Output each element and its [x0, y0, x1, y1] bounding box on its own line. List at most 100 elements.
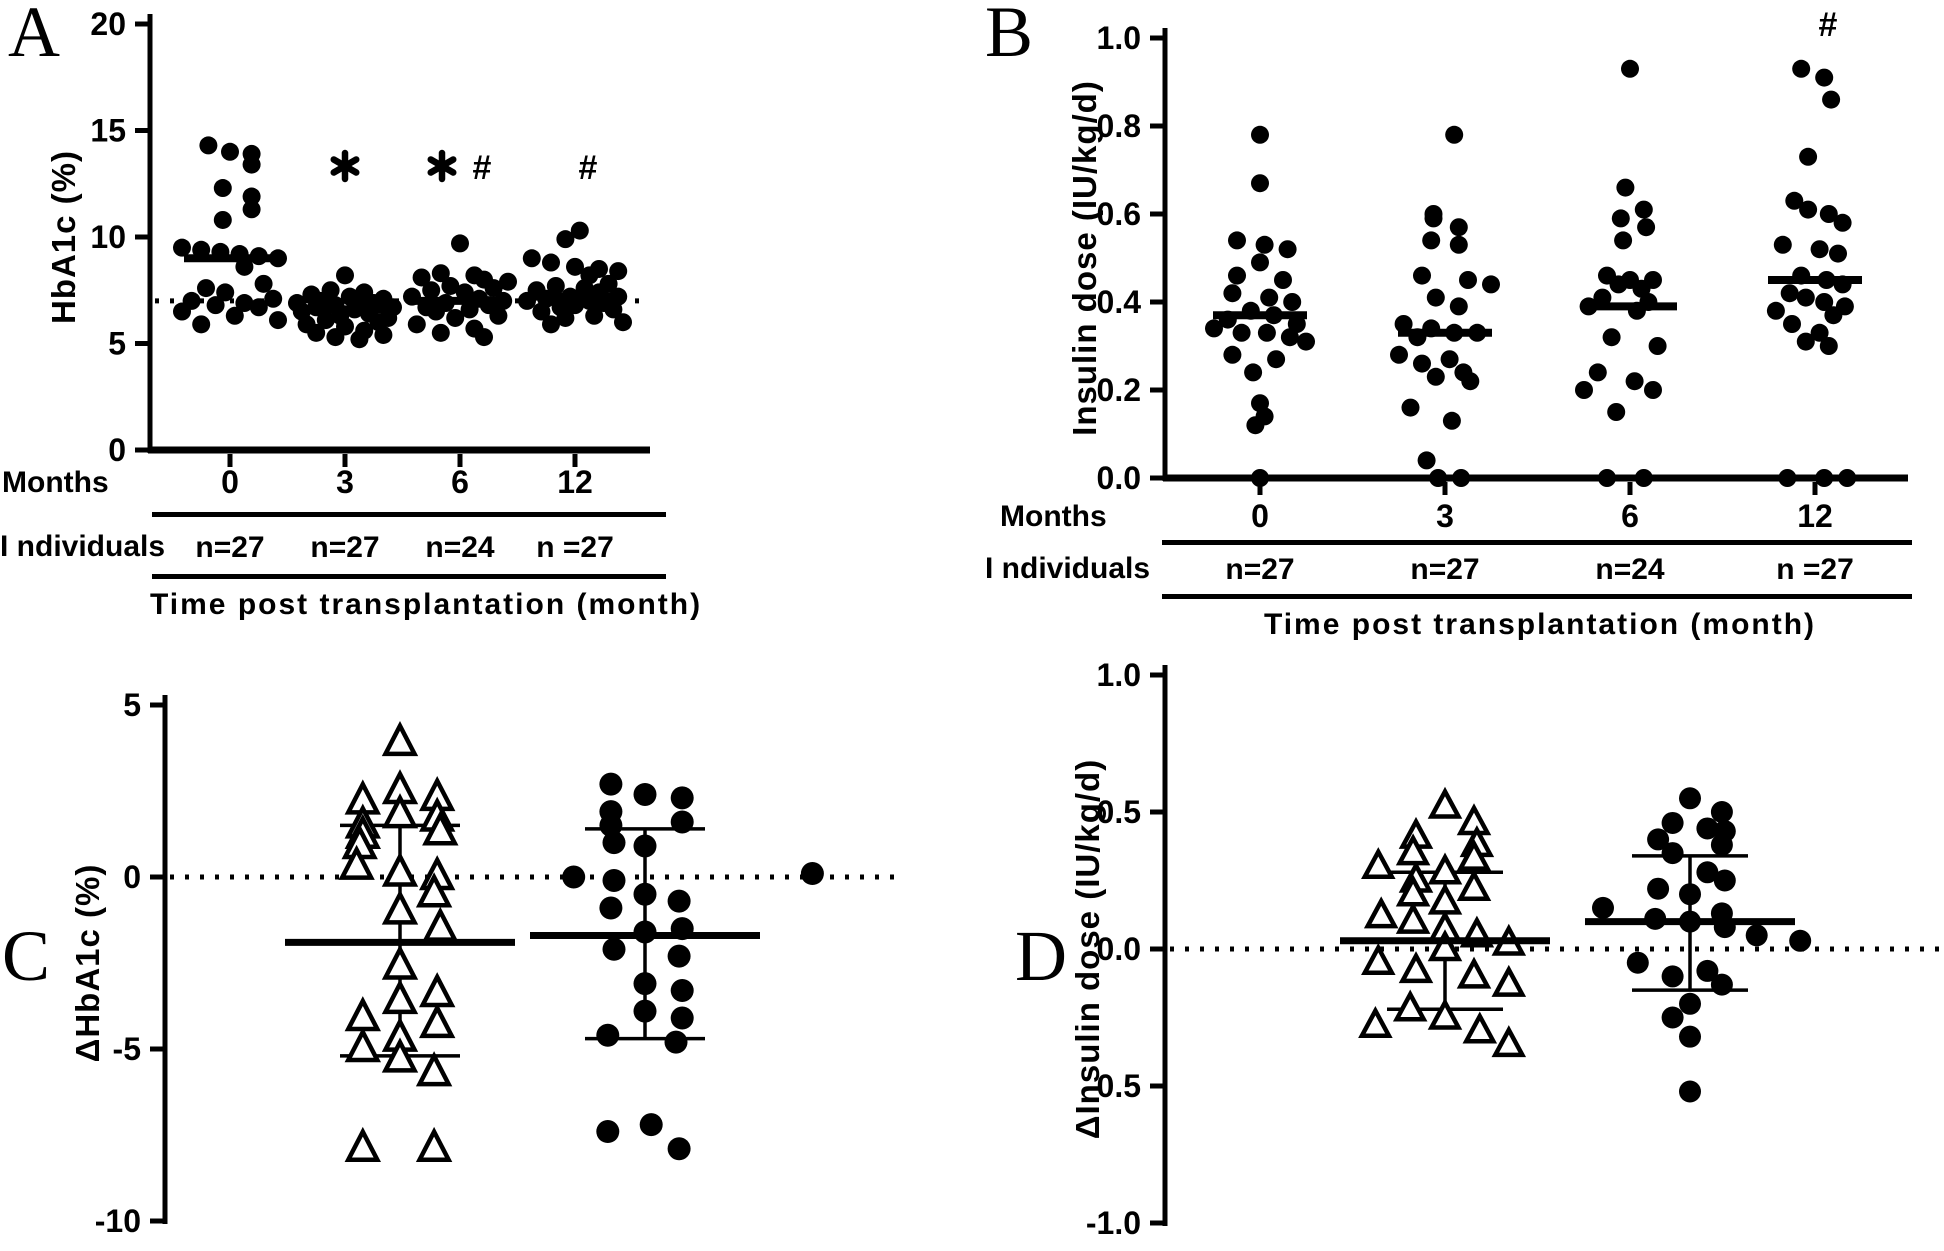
data-point-circle: [499, 272, 517, 291]
data-point-circle: [1679, 992, 1701, 1015]
significance-hash: #: [473, 149, 492, 187]
data-point-circle: [1394, 315, 1413, 333]
data-point-triangle: [1392, 989, 1428, 1022]
data-point-circle: [633, 834, 657, 858]
data-point-circle: [1429, 469, 1448, 487]
panel-a-individuals-value-1: n=27: [310, 531, 380, 564]
data-point-circle: [1679, 883, 1701, 906]
data-point-circle: [1799, 200, 1818, 219]
svg-text:0.2: 0.2: [1097, 372, 1141, 408]
data-point-circle: [221, 142, 239, 161]
data-point-circle: [1634, 200, 1653, 219]
data-point-circle: [1593, 288, 1612, 307]
data-point-triangle: [344, 1027, 381, 1063]
data-point-circle: [206, 296, 225, 315]
panel-b-individuals-value-3: n =27: [1776, 553, 1854, 586]
data-point-circle: [1442, 411, 1461, 430]
data-point-circle: [1255, 235, 1274, 254]
data-point-circle: [1297, 332, 1315, 351]
data-point-circle: [242, 187, 261, 206]
data-point-triangle: [1398, 951, 1434, 984]
data-point-circle: [460, 300, 479, 319]
data-point-circle: [1773, 235, 1792, 254]
data-point-circle: [446, 308, 465, 327]
panel-a-x-axis-title: Time post transplantation (month): [150, 588, 703, 621]
data-point-circle: [173, 238, 191, 257]
panel-a-months-label: Months: [2, 466, 109, 499]
data-point-circle: [670, 979, 694, 1003]
svg-text:0: 0: [108, 432, 126, 468]
data-point-triangle: [381, 889, 419, 925]
data-point-triangle: [415, 1126, 453, 1163]
panel-d-y-axis-label: ΔInsulin dose (IU/kg/d): [1069, 758, 1106, 1140]
data-point-circle: [1815, 68, 1834, 87]
data-point-circle: [1745, 924, 1768, 947]
data-point-triangle: [381, 720, 419, 757]
data-point-circle: [1246, 416, 1265, 435]
data-point-triangle: [381, 851, 419, 887]
data-point-circle: [602, 937, 626, 961]
panel-a-month-tick-3: 12: [557, 464, 593, 500]
data-point-circle: [1621, 59, 1639, 78]
data-point-circle: [546, 276, 565, 295]
data-point-circle: [633, 782, 657, 806]
data-point-triangle: [381, 793, 419, 829]
data-point-triangle: [381, 944, 419, 980]
data-point-circle: [336, 266, 354, 285]
panel-b-month-tick-1: 3: [1436, 498, 1454, 534]
data-point-circle: [1244, 363, 1263, 382]
data-point-circle: [1280, 328, 1299, 347]
data-point-circle: [1251, 469, 1269, 487]
data-point-circle: [566, 257, 584, 276]
data-point-circle: [1647, 877, 1670, 900]
data-point-circle: [1424, 209, 1443, 228]
data-point-circle: [1417, 451, 1436, 470]
data-point-circle: [585, 306, 604, 325]
data-point-circle: [1609, 275, 1628, 294]
data-point-circle: [242, 155, 261, 174]
data-point-circle: [1710, 801, 1733, 823]
data-point-circle: [1278, 240, 1297, 259]
data-point-circle: [1644, 381, 1662, 399]
data-point-circle: [670, 810, 694, 834]
data-point-circle: [1588, 363, 1607, 382]
data-point-circle: [1251, 174, 1269, 193]
panel-a-month-tick-2: 6: [451, 464, 469, 500]
data-point-circle: [431, 323, 450, 342]
data-point-circle: [562, 865, 586, 889]
svg-text:1.0: 1.0: [1097, 20, 1141, 56]
data-point-triangle: [415, 872, 453, 908]
data-point-circle: [1822, 90, 1841, 109]
data-point-circle: [249, 298, 268, 317]
data-point-circle: [307, 323, 326, 342]
panel-b-individuals-value-0: n=27: [1225, 553, 1295, 586]
data-point-circle: [532, 302, 551, 321]
data-point-circle: [1283, 293, 1302, 311]
data-point-circle: [374, 325, 393, 344]
data-point-triangle: [338, 844, 375, 880]
data-point-circle: [1422, 231, 1441, 250]
data-point-circle: [1449, 297, 1468, 316]
data-point-circle: [1614, 231, 1633, 250]
data-point-circle: [604, 300, 623, 319]
data-point-circle: [1783, 315, 1801, 333]
data-point-circle: [1829, 244, 1847, 263]
data-point-circle: [596, 1120, 620, 1144]
data-point-circle: [1413, 266, 1431, 285]
data-point-triangle: [1427, 997, 1463, 1030]
data-point-circle: [1637, 218, 1656, 237]
data-point-circle: [800, 862, 824, 886]
panel-b-individuals-value-1: n=27: [1410, 553, 1480, 586]
data-point-circle: [1267, 350, 1286, 369]
significance-hash: #: [1819, 6, 1838, 44]
data-point-circle: [1661, 1006, 1684, 1029]
data-point-circle: [1223, 345, 1242, 364]
data-point-circle: [269, 311, 287, 330]
data-point-circle: [602, 868, 626, 892]
data-point-circle: [556, 308, 575, 327]
data-point-circle: [484, 279, 503, 298]
data-point-circle: [427, 302, 445, 321]
data-point-circle: [1833, 213, 1852, 232]
